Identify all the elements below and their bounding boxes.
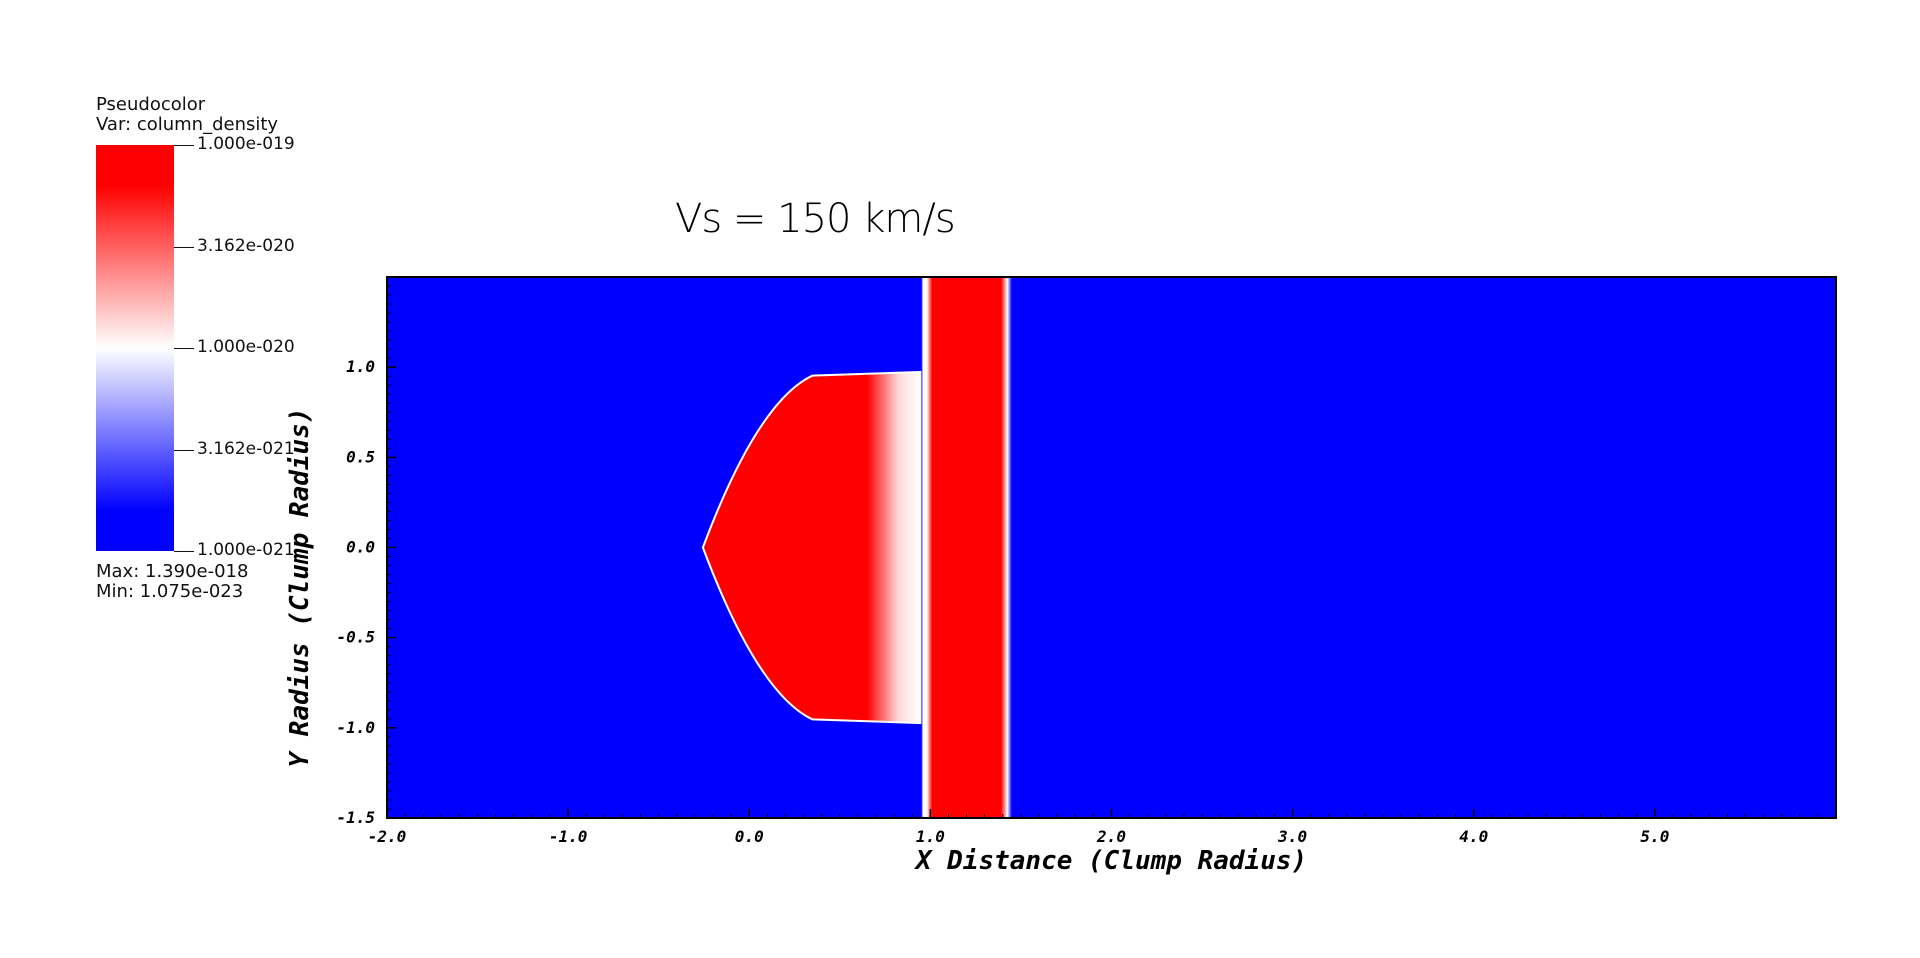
- y-tick-label: 1.0: [346, 357, 375, 376]
- x-axis-title: X Distance (Clump Radius): [914, 846, 1307, 876]
- y-tick-label: -1.0: [336, 718, 375, 737]
- clump: [703, 372, 931, 723]
- y-tick-label: -0.5: [336, 628, 375, 647]
- y-tick-label: 0.5: [346, 447, 375, 466]
- colorbar-tick-label: 1.000e-021: [197, 540, 295, 560]
- x-tick-label: 1.0: [916, 827, 945, 846]
- colorbar-tick-label: 3.162e-020: [197, 236, 295, 256]
- colorbar: [96, 145, 174, 551]
- min-value: Min: 1.075e-023: [96, 581, 244, 602]
- x-tick-label: 4.0: [1459, 827, 1488, 846]
- max-value: Max: 1.390e-018: [96, 561, 249, 582]
- colorbar-tick-mark: [174, 450, 194, 451]
- shock-slab: [921, 277, 1012, 818]
- chart-title: Vs = 150 km/s: [675, 196, 956, 242]
- colorbar-tick-label: 1.000e-019: [197, 134, 295, 154]
- colorbar-tick-label: 1.000e-020: [197, 337, 295, 357]
- x-tick-label: 2.0: [1096, 827, 1126, 846]
- colorbar-tick-mark: [174, 145, 194, 146]
- y-tick-label: 0.0: [346, 538, 375, 557]
- colorbar-tick-mark: [174, 551, 194, 552]
- colorbar-tick-mark: [174, 348, 194, 349]
- legend-variable: Var: column_density: [96, 114, 279, 135]
- legend-plot-type: Pseudocolor: [96, 94, 206, 115]
- background-field: [387, 277, 1836, 818]
- y-tick-label: -1.5: [336, 808, 375, 827]
- x-tick-label: -2.0: [368, 827, 407, 846]
- x-tick-label: 0.0: [735, 827, 764, 846]
- x-tick-label: 3.0: [1277, 827, 1307, 846]
- y-axis-title: Y Radius (Clump Radius): [285, 407, 315, 767]
- x-tick-label: 5.0: [1640, 827, 1669, 846]
- colorbar-tick-mark: [174, 247, 194, 248]
- colorbar-tick-label: 3.162e-021: [197, 439, 295, 459]
- x-tick-label: -1.0: [549, 827, 588, 846]
